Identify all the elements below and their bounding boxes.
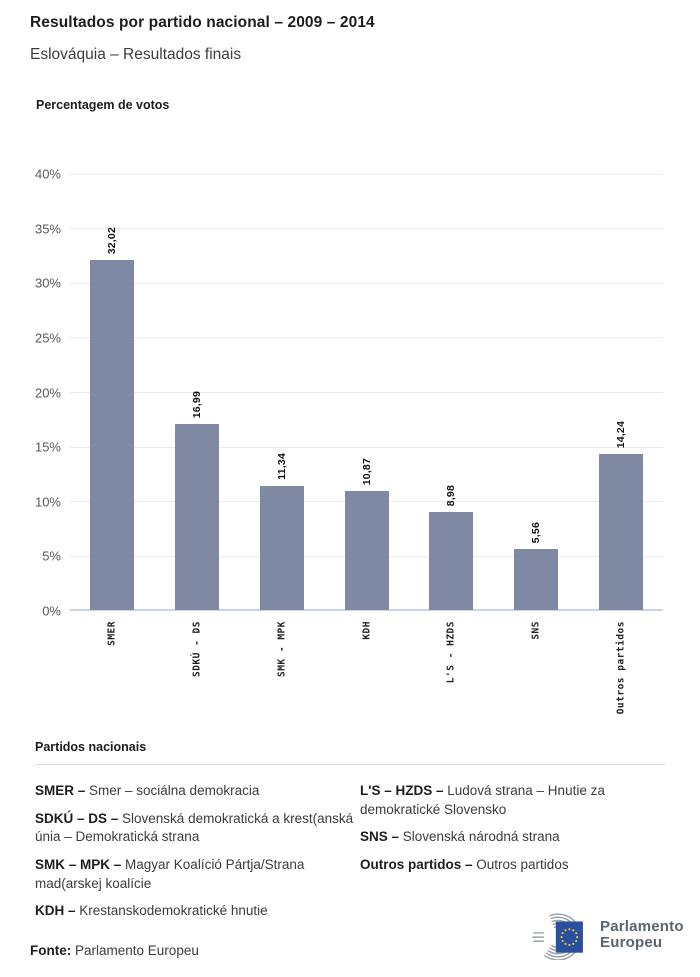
legend-item-abbr: SMER –: [35, 783, 90, 798]
legend-item: SMER – Smer – sociálna demokracia: [35, 782, 355, 801]
legend-column-left: SMER – Smer – sociálna demokracia SDKÚ – …: [35, 782, 355, 930]
bar: [344, 491, 389, 610]
axis-baseline: [70, 609, 663, 611]
bar-value-label: 11,34: [275, 453, 288, 481]
legend-item-desc: Krestanskodemokratické hnutie: [79, 903, 268, 919]
legend-item-abbr: SMK – MPK –: [35, 856, 126, 872]
bar-value-label: 8,98: [445, 484, 458, 506]
legend-item: Outros partidos – Outros partidos: [360, 856, 665, 875]
page-subtitle: Eslováquia – Resultados finais: [30, 46, 242, 63]
ep-logo-text-line1: Parlamento: [600, 917, 684, 935]
legend-item-desc: Magyar Koalíció Pártja/Strana mad(arskej…: [35, 856, 305, 891]
y-axis-tick-label: 0%: [42, 603, 61, 619]
gridline: [70, 282, 663, 284]
bar-value-label: 14,24: [614, 421, 627, 449]
bar-value-label: 10,87: [360, 457, 373, 486]
bar-value-label: 32,02: [106, 226, 119, 255]
ep-hemicycle-flag-icon: [532, 913, 583, 960]
y-axis-tick-label: 35%: [34, 221, 61, 237]
x-axis-tick-label: Outros partidos: [615, 621, 627, 715]
legend-item: SMK – MPK – Magyar Koalíció Pártja/Stran…: [35, 856, 355, 893]
x-axis-tick-label: SMER: [106, 621, 118, 646]
legend-divider: [35, 764, 665, 765]
bar: [513, 549, 558, 610]
ep-logo-text: Parlamento Europeu: [600, 917, 684, 951]
source-label: Fonte:: [30, 943, 72, 958]
chart-title: Percentagem de votos: [36, 98, 170, 112]
bar-value-label: 16,99: [191, 391, 204, 419]
legend-item-abbr: Outros partidos –: [360, 856, 477, 872]
legend-item-abbr: L'S – HZDS –: [360, 783, 448, 798]
x-axis-tick-label: KDH: [361, 621, 372, 640]
y-axis-tick-label: 15%: [34, 439, 61, 455]
y-axis-tick-label: 40%: [34, 166, 61, 182]
legend-item-abbr: SDKÚ – DS –: [35, 810, 123, 826]
x-axis-tick-label: SDKÚ - DS: [191, 621, 203, 677]
legend-item-desc: Slovenská demokratická a krest(anská úni…: [35, 810, 354, 845]
y-axis-tick-label: 10%: [34, 494, 61, 510]
x-axis-tick-label: SNS: [530, 621, 542, 640]
ep-logo: Parlamento Europeu: [528, 910, 684, 960]
y-axis-tick-label: 30%: [34, 275, 61, 291]
legend-item: KDH – Krestanskodemokratické hnutie: [35, 902, 355, 921]
y-axis-tick-label: 25%: [34, 330, 61, 346]
legend-column-right: L'S – HZDS – Ludová strana – Hnutie za d…: [360, 782, 665, 884]
bar-value-label: 5,56: [529, 522, 542, 544]
legend-item-desc: Ludová strana – Hnutie za demokratické S…: [360, 783, 605, 817]
source-note: Fonte: Parlamento Europeu: [30, 943, 199, 958]
bar: [598, 454, 643, 610]
bar: [90, 260, 135, 610]
x-axis-tick-label: SMK - MPK: [276, 621, 288, 677]
legend-item: SDKÚ – DS – Slovenská demokratická a kre…: [35, 810, 355, 847]
bar: [259, 486, 304, 610]
legend-item-abbr: KDH –: [35, 903, 80, 919]
y-axis-tick-label: 20%: [34, 385, 61, 400]
page-title: Resultados por partido nacional – 2009 –…: [30, 14, 375, 31]
plot-area: 40% 35% 30% 25% 20% 15% 10% 5% 0% 32,02 SMER 16,99 S…: [35, 167, 663, 714]
gridline: [70, 173, 663, 175]
source-value: Parlamento Europeu: [75, 943, 199, 958]
legend-item: SNS – Slovenská národná strana: [360, 828, 665, 847]
legend-item: L'S – HZDS – Ludová strana – Hnutie za d…: [360, 782, 665, 819]
bar: [175, 424, 220, 610]
gridline: [70, 337, 663, 339]
bar: [429, 511, 474, 610]
x-axis-tick-label: L'S - HZDS: [445, 621, 457, 684]
ep-logo-text-line2: Europeu: [600, 934, 663, 951]
legend-item-desc: Outros partidos: [476, 856, 569, 872]
gridline: [70, 228, 663, 230]
gridline: [70, 392, 663, 393]
eu-flag-icon: [555, 921, 583, 953]
legend-item-desc: Smer – sociálna demokracia: [89, 783, 260, 798]
y-axis-tick-label: 5%: [42, 548, 61, 564]
gridline: [70, 446, 663, 448]
legend-heading: Partidos nacionais: [35, 740, 147, 754]
legend-item-abbr: SNS –: [360, 829, 403, 845]
legend-item-desc: Slovenská národná strana: [402, 829, 560, 845]
